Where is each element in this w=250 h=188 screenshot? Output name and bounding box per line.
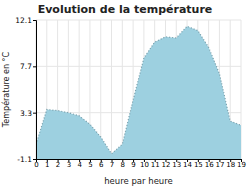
x-tick-label: 6 xyxy=(99,161,104,169)
y-tick: 12.1 xyxy=(15,16,36,25)
x-tick-label: 12 xyxy=(162,161,171,169)
x-tick: 0 xyxy=(34,159,38,169)
x-tick-label: 11 xyxy=(151,161,160,169)
x-tick: 5 xyxy=(88,159,92,169)
y-tick: 3.3 xyxy=(20,109,36,118)
x-tick-label: 19 xyxy=(237,161,246,169)
title: Evolution de la température xyxy=(38,3,213,16)
line xyxy=(36,26,241,153)
x-tick-label: 2 xyxy=(56,161,60,169)
x-tick-label: 4 xyxy=(77,161,82,169)
x-tick-label: 9 xyxy=(131,161,135,169)
x-tick-label: 14 xyxy=(183,161,192,169)
x-tick-label: 17 xyxy=(215,161,224,169)
y-tick-label: -1.1 xyxy=(17,155,32,164)
grid-line xyxy=(122,20,123,159)
grid-line xyxy=(111,20,112,159)
y-tick: 7.7 xyxy=(20,62,36,71)
grid xyxy=(36,20,241,159)
x-tick-label: 18 xyxy=(226,161,235,169)
x-tick: 4 xyxy=(77,159,82,169)
x-tick: 14 xyxy=(183,159,192,169)
x-tick-label: 10 xyxy=(140,161,149,169)
y-tick-mark xyxy=(33,66,36,67)
x-tick-label: 0 xyxy=(34,161,38,169)
x-tick: 12 xyxy=(162,159,171,169)
y-tick-mark xyxy=(33,113,36,114)
x-tick-label: 16 xyxy=(205,161,214,169)
x-tick: 1 xyxy=(45,159,49,169)
x-tick: 19 xyxy=(237,159,246,169)
x-tick: 18 xyxy=(226,159,235,169)
x-tick: 6 xyxy=(99,159,104,169)
y-tick-mark xyxy=(33,159,36,160)
chart: 012345678910111213141516171819-1.13.37.7… xyxy=(0,0,250,188)
x-tick: 3 xyxy=(67,159,71,169)
y-axis: -1.1 3.3 7.7 12.1 xyxy=(15,16,36,164)
y-axis-line xyxy=(33,21,37,160)
y-tick-label: 7.7 xyxy=(20,62,32,71)
x-tick: 9 xyxy=(131,159,135,169)
x-tick: 7 xyxy=(110,159,114,169)
x-tick-label: 5 xyxy=(88,161,92,169)
x-tick-label: 13 xyxy=(172,161,181,169)
x-tick: 10 xyxy=(140,159,149,169)
y-tick-label: 3.3 xyxy=(20,109,32,118)
x-tick-label: 1 xyxy=(45,161,49,169)
x-tick: 2 xyxy=(56,159,60,169)
grid-line xyxy=(36,20,241,21)
area xyxy=(36,26,241,159)
x-tick-label: 8 xyxy=(121,161,125,169)
x-tick: 8 xyxy=(121,159,125,169)
x-tick: 17 xyxy=(215,159,224,169)
x-tick: 15 xyxy=(194,159,203,169)
x-tick-label: 3 xyxy=(67,161,71,169)
y-tick-label: 12.1 xyxy=(15,16,32,25)
x-axis: 012345678910111213141516171819 xyxy=(34,159,246,169)
y-tick: -1.1 xyxy=(17,155,36,164)
y-axis-title: Température en °C xyxy=(1,51,11,128)
x-tick-label: 15 xyxy=(194,161,203,169)
x-tick: 13 xyxy=(172,159,181,169)
x-axis-title: heure par heure xyxy=(104,176,173,186)
plot-area xyxy=(36,26,241,159)
x-tick: 16 xyxy=(205,159,214,169)
y-tick-mark xyxy=(33,20,36,21)
x-tick: 11 xyxy=(151,159,160,169)
x-tick-label: 7 xyxy=(110,161,114,169)
